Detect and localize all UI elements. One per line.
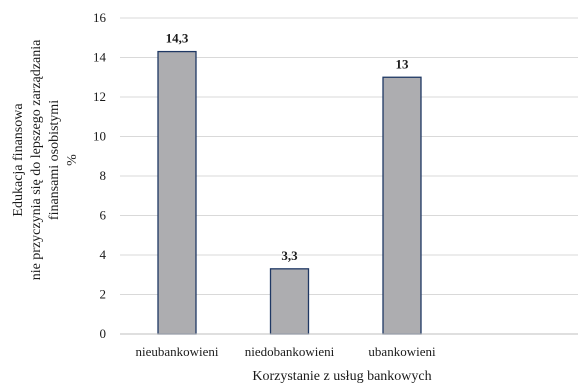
y-tick-label: 10	[93, 129, 106, 144]
y-axis-title-line: finansami osobistymi	[47, 100, 62, 220]
x-axis-categories: nieubankowieni niedobankowieni ubankowieni	[135, 344, 435, 359]
x-tick-label: niedobankowieni	[245, 344, 335, 359]
y-tick-label: 12	[93, 89, 106, 104]
y-tick-label: 4	[100, 247, 107, 262]
y-tick-label: 16	[93, 10, 107, 25]
y-tick-label: 14	[93, 50, 107, 65]
y-tick-label: 2	[100, 287, 107, 302]
x-tick-label: ubankowieni	[368, 344, 436, 359]
data-label: 13	[396, 56, 410, 71]
y-tick-label: 8	[100, 168, 107, 183]
bar	[382, 76, 422, 335]
y-tick-label: 0	[100, 326, 107, 341]
y-tick-label: 6	[100, 208, 107, 223]
x-tick-label: nieubankowieni	[135, 344, 218, 359]
data-labels: 14,3 3,3 13	[166, 31, 409, 263]
y-axis-title-line: Edukacja finansowa	[11, 103, 26, 217]
data-label: 14,3	[166, 31, 189, 46]
y-axis-ticks: 0 2 4 6 8 10 12 14 16	[93, 10, 107, 341]
bar	[157, 50, 197, 335]
x-axis-title: Korzystanie z usług bankowych	[252, 369, 431, 384]
bars	[157, 50, 422, 335]
y-axis-title: Edukacja finansowa nie przyczynia się do …	[11, 39, 80, 280]
y-axis-title-line: nie przyczynia się do lepszego zarządzan…	[29, 39, 44, 280]
y-axis-title-line: %	[65, 154, 80, 166]
data-label: 3,3	[281, 248, 298, 263]
bar	[269, 268, 310, 335]
